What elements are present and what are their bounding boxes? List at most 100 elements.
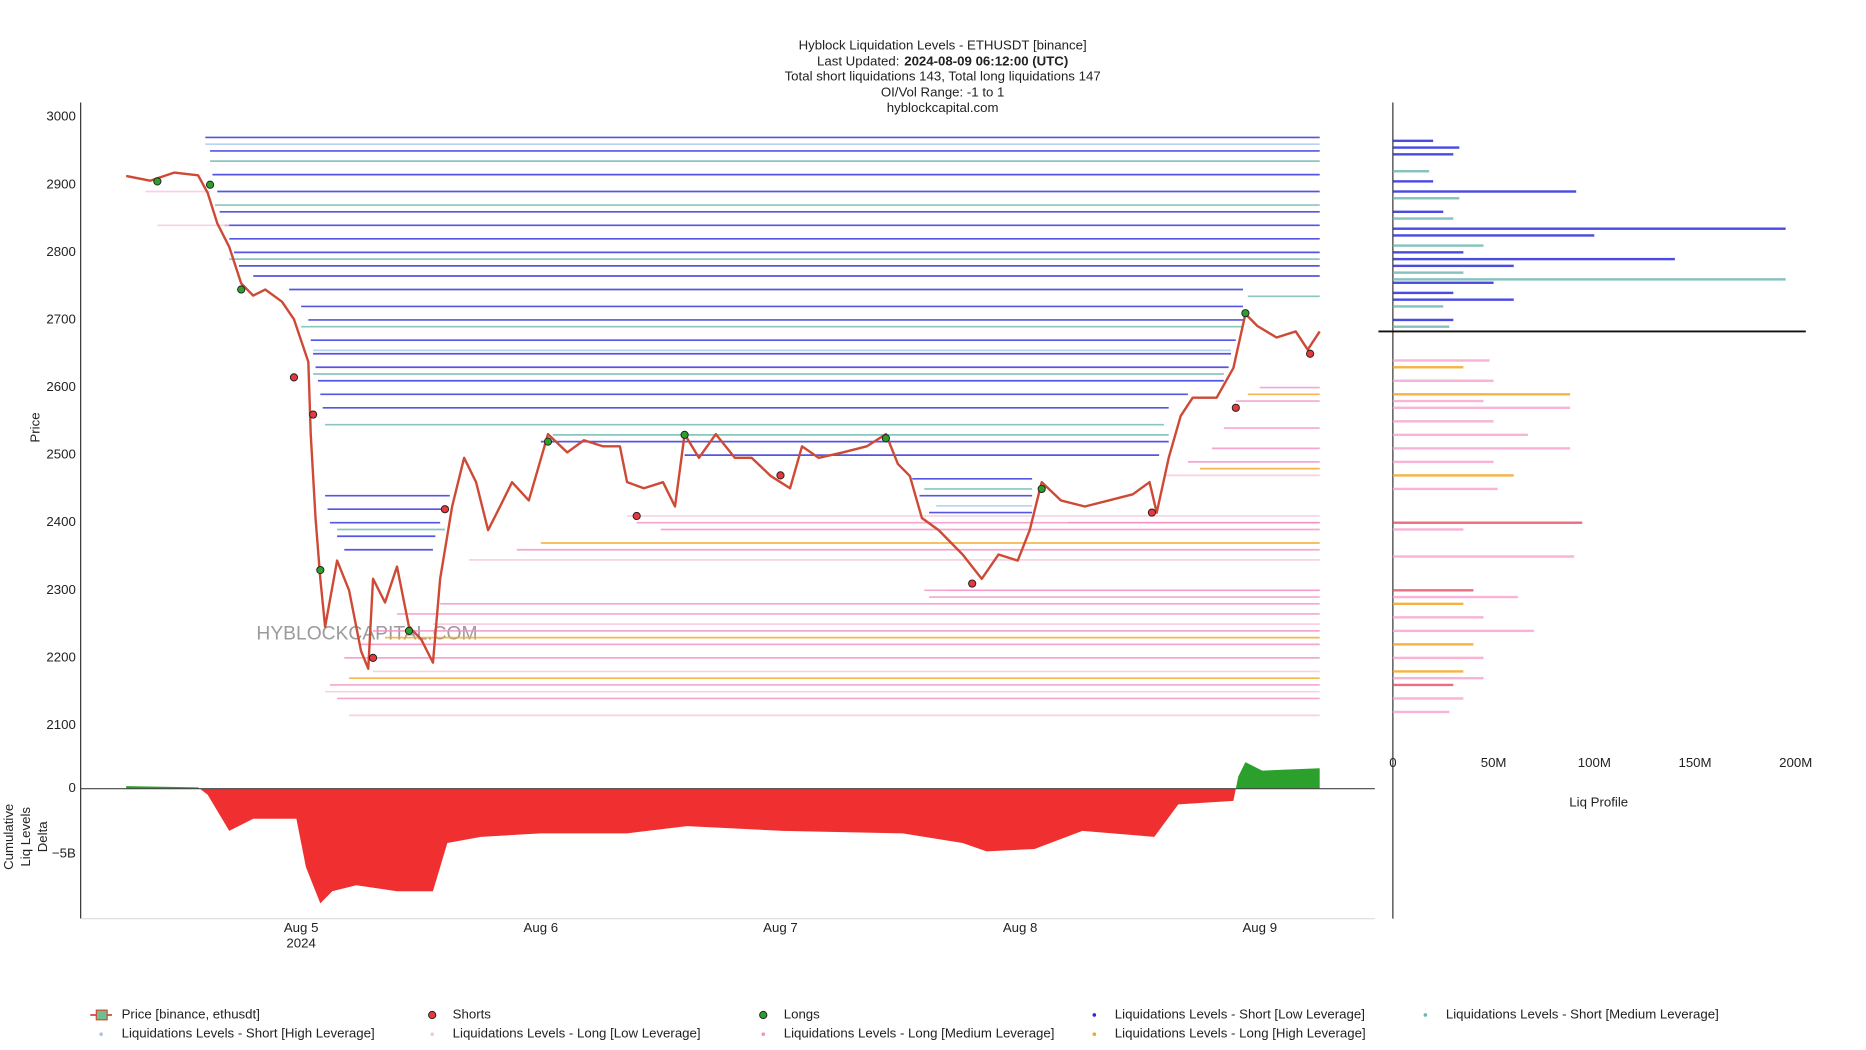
profile-bar [1392,656,1484,660]
profile-bar [1392,555,1575,558]
profile-bar [1392,393,1571,396]
x-tick-year: 2024 [286,935,315,950]
profile-bar [1392,264,1514,268]
liquidation-marker [404,626,414,635]
subtitle: Total short liquidations 143, Total long… [785,69,1101,84]
delta-axis-label: Cumulative [1,804,16,870]
profile-bar [1392,595,1518,599]
profile-bar [1392,291,1454,295]
profile-bar [1392,399,1484,403]
legend-symbol [99,1032,103,1037]
subtitle: hyblockcapital.com [887,100,999,115]
price-line [125,171,1321,670]
profile-bar [1392,227,1786,230]
profile-bar [1392,278,1786,281]
profile-tick-label: 200M [1779,755,1812,770]
liquidation-marker [237,285,246,294]
last-updated: Last Updated: 2024-08-09 06:12:00 (UTC) [817,53,1068,68]
profile-bar [1392,474,1514,477]
profile-bar [1392,528,1464,531]
legend-label: Liquidations Levels - Long [Low Leverage… [453,1026,701,1041]
last-updated-label: Last Updated: [817,53,899,68]
liquidation-marker [289,373,299,382]
profile-bar [1392,146,1460,149]
profile-bar [1392,521,1583,524]
profile-bar [1392,251,1464,254]
last-updated-value: 2024-08-09 06:12:00 (UTC) [904,53,1068,68]
liquidation-marker [440,505,450,514]
liquidation-marker [1306,349,1315,358]
legend-symbol [1423,1013,1428,1017]
profile-tick-label: 150M [1678,755,1711,770]
legend-label: Price [binance, ethusdt] [122,1006,260,1021]
liquidation-marker [1231,403,1240,412]
y-tick-label: 3000 [46,109,75,124]
x-tick-label: Aug 7 [763,920,798,935]
legend-label: Liquidations Levels - Long [Medium Lever… [784,1026,1055,1041]
profile-bar [1392,325,1450,328]
delta-axis-label: Liq Levels [18,807,33,867]
profile-bar [1392,460,1494,464]
profile-bar [1392,298,1514,301]
y-tick-label: 2200 [46,649,75,664]
profile-bar [1392,697,1464,700]
legend-symbol [759,1010,768,1020]
delta-area [126,762,1320,904]
profile-bar [1392,359,1490,362]
legend-symbol [430,1032,434,1037]
profile-tick-label: 0 [1389,755,1396,770]
profile-bar [1392,139,1434,143]
profile-bar [1392,487,1498,491]
liquidation-marker [543,437,553,446]
profile-bar [1392,676,1484,680]
legend-symbol [1092,1013,1097,1017]
profile-bar [1392,271,1464,274]
profile-bar [1392,433,1528,437]
liquidation-marker [368,653,378,662]
legend-label: Liquidations Levels - Short [Medium Leve… [1446,1006,1719,1021]
profile-bar [1392,318,1454,322]
x-tick-label: Aug 6 [524,920,559,935]
legend-symbol [761,1032,766,1037]
profile-bar [1392,447,1571,450]
profile-bar [1392,234,1595,237]
y-tick-label: 2300 [46,582,75,597]
y-tick-label: 2400 [46,514,75,529]
legend-label: Liquidations Levels - Short [Low Leverag… [1115,1006,1365,1021]
delta-tick-label: 0 [68,780,75,795]
x-tick-label: Aug 8 [1003,920,1038,935]
liquidation-marker [632,511,641,521]
y-tick-label: 2500 [46,447,75,462]
liquidation-marker [316,565,325,575]
profile-bar [1392,210,1444,213]
profile-bar [1392,244,1484,247]
profile-tick-label: 50M [1481,755,1507,770]
profile-bar [1392,629,1534,633]
profile-bar [1392,589,1474,592]
profile-bar [1392,406,1571,410]
profile-bar [1392,305,1444,308]
y-tick-label: 2600 [46,379,75,394]
x-tick-label: Aug 9 [1242,920,1277,935]
profile-bar [1392,180,1434,183]
liquidation-marker [776,471,785,480]
profile-bar [1392,643,1474,646]
watermark: HYBLOCKCAPITAL.COM [256,624,477,645]
profile-bar [1392,670,1464,673]
liquidation-marker [309,410,318,419]
profile-axis-label: Liq Profile [1569,795,1628,810]
subtitle: OI/Vol Range: -1 to 1 [881,84,1005,99]
liquidation-marker [881,434,891,443]
profile-bar [1392,190,1577,193]
profile-bar [1392,197,1460,200]
profile-bar [1392,153,1454,156]
legend-symbol [428,1010,437,1020]
legend-symbol [1092,1032,1097,1037]
chart-title: Hyblock Liquidation Levels - ETHUSDT [bi… [799,37,1087,52]
legend-label: Shorts [453,1006,492,1021]
x-tick-label: Aug 5 [284,920,319,935]
liquidation-marker [680,430,689,439]
y-axis-label: Price [28,412,43,442]
